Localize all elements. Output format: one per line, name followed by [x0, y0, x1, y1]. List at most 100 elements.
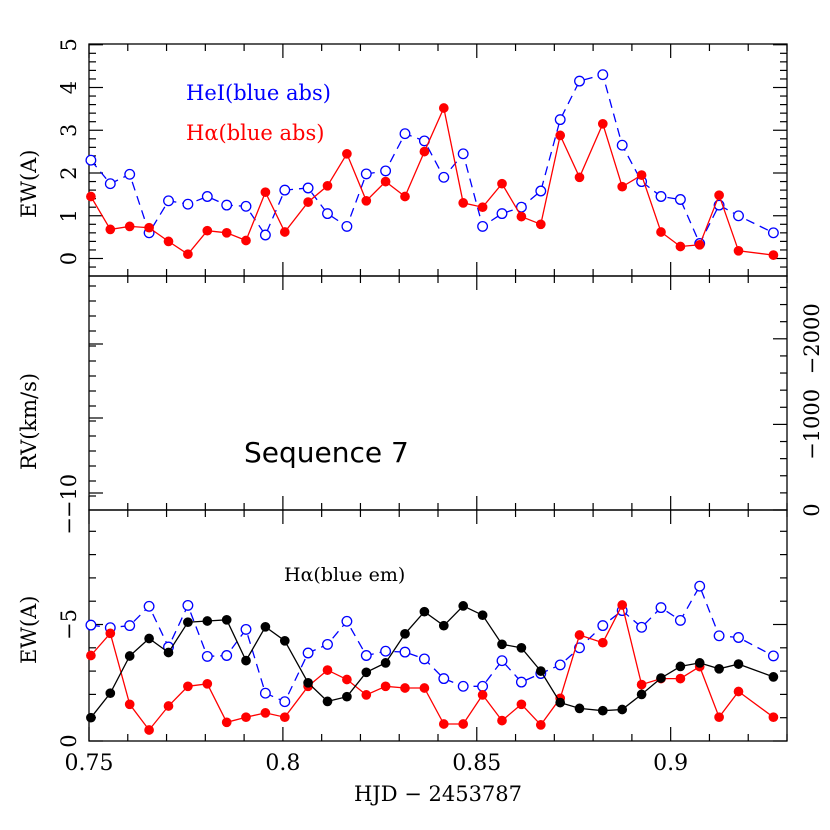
data-point-p0-s0-14 — [360, 168, 372, 180]
data-point-p2-s0-23 — [535, 666, 546, 676]
data-point-p0-s1-28 — [636, 170, 647, 180]
top-ytick-label: 0 — [57, 252, 81, 265]
data-point-p1-s0-5 — [182, 599, 194, 611]
mid-ytick-label-right: 0 — [800, 503, 824, 516]
data-point-p1-s0-26 — [597, 620, 609, 632]
annotation-hei-blue-abs: HeI(blue abs) — [186, 81, 331, 105]
annotation-sequence: Sequence 7 — [244, 436, 409, 469]
data-point-p0-s1-1 — [105, 224, 116, 235]
data-point-p2-s0-3 — [144, 633, 154, 644]
data-point-p0-s1-14 — [361, 195, 372, 206]
data-point-p2-s0-28 — [636, 689, 647, 700]
data-point-p0-s0-16 — [399, 128, 411, 140]
data-point-p2-s0-6 — [202, 616, 213, 626]
data-point-p2-s0-29 — [656, 673, 666, 683]
data-point-p1-s0-8 — [240, 623, 252, 635]
data-point-p1-s0-14 — [360, 650, 372, 661]
data-point-p0-s1-25 — [574, 172, 585, 183]
data-point-p1-s0-25 — [574, 642, 585, 654]
data-point-p1-s0-30 — [674, 614, 686, 626]
data-point-p0-s1-2 — [124, 221, 135, 232]
x-tick-label: 0.85 — [452, 751, 501, 776]
data-point-p2-s0-9 — [260, 621, 271, 632]
series-layer — [85, 69, 779, 735]
top-ylabel: EW(A) — [17, 150, 41, 218]
data-point-p1-s1-26 — [597, 637, 608, 648]
data-point-p0-s0-20 — [477, 220, 489, 232]
x-tick-label: 0.75 — [65, 751, 114, 776]
data-point-p0-s1-10 — [279, 227, 290, 237]
x-tick-label: 0.9 — [653, 751, 688, 776]
data-point-p2-s0-32 — [714, 663, 724, 674]
data-point-p0-s0-21 — [496, 208, 508, 220]
data-point-p1-s0-13 — [341, 615, 353, 627]
data-point-p2-s0-12 — [322, 696, 333, 707]
mid-ytick-label-right: −2000 — [800, 303, 824, 374]
axis-ticks: 0.75 0.8 0.85 0.9 0 1 2 3 4 5 −10 0 −1000 −2000 0 −5 − — [57, 38, 824, 776]
panel-frames — [88, 43, 788, 742]
data-point-p0-s1-0 — [86, 191, 96, 202]
data-point-p0-s1-32 — [714, 190, 724, 201]
data-point-p1-s0-10 — [279, 696, 291, 708]
data-point-p1-s0-9 — [259, 687, 271, 699]
data-point-p1-s1-8 — [241, 712, 251, 723]
bot-ytick-label: 0 — [57, 734, 81, 747]
top-ytick-label: 3 — [57, 124, 81, 137]
data-point-p0-s1-5 — [183, 249, 193, 260]
data-point-p2-s0-15 — [380, 658, 391, 668]
data-point-p1-s1-1 — [105, 628, 116, 639]
data-point-p1-s1-21 — [497, 715, 507, 726]
data-point-p2-s0-24 — [555, 697, 566, 708]
bot-ytick-label: −5 — [57, 609, 81, 640]
data-point-p0-s0-18 — [438, 171, 450, 183]
data-point-p1-s1-5 — [183, 681, 193, 692]
data-point-p1-s0-22 — [515, 676, 527, 688]
data-point-p0-s0-7 — [221, 199, 233, 211]
top-ytick-label: 2 — [57, 166, 81, 179]
data-point-p2-s0-11 — [303, 677, 313, 688]
data-point-p1-s1-6 — [202, 678, 213, 689]
data-point-p1-s1-23 — [535, 720, 546, 730]
data-point-p1-s0-2 — [124, 620, 136, 632]
data-point-p1-s1-30 — [675, 673, 686, 684]
annotation-halpha-blue-em: Hα(blue em) — [284, 564, 405, 586]
data-point-p1-s1-27 — [617, 600, 628, 610]
top-ytick-label: 5 — [57, 38, 81, 51]
data-point-p0-s0-30 — [674, 194, 686, 205]
data-point-p1-s0-17 — [418, 653, 430, 665]
data-point-p1-s0-28 — [636, 621, 648, 633]
data-point-p0-s1-30 — [675, 241, 686, 252]
data-point-p0-s0-19 — [457, 148, 469, 160]
data-point-p0-s1-20 — [477, 202, 488, 213]
data-point-p1-s0-3 — [143, 600, 155, 612]
data-point-p0-s0-26 — [597, 69, 609, 81]
data-point-p1-s0-20 — [477, 680, 489, 692]
data-point-p2-s0-8 — [241, 655, 251, 666]
data-point-p1-s1-18 — [438, 719, 449, 729]
data-point-p0-s1-18 — [438, 103, 449, 113]
data-point-p0-s0-15 — [380, 165, 392, 177]
data-point-p1-s1-34 — [768, 712, 779, 723]
data-point-p2-s0-7 — [221, 614, 232, 625]
data-point-p0-s1-17 — [419, 146, 430, 157]
data-point-p1-s0-7 — [221, 650, 233, 661]
top-ytick-label: 4 — [57, 81, 81, 94]
data-point-p2-s0-5 — [183, 617, 193, 628]
annotation-halpha-blue-abs: Hα(blue abs) — [186, 121, 324, 145]
data-point-p0-s0-5 — [182, 198, 194, 210]
data-point-p0-s1-24 — [555, 130, 566, 141]
data-point-p0-s0-6 — [201, 191, 213, 202]
data-point-p0-s0-13 — [341, 220, 353, 232]
data-point-p0-s1-7 — [221, 227, 232, 238]
data-point-p0-s1-8 — [241, 235, 251, 246]
data-point-p1-s1-25 — [574, 630, 585, 640]
data-point-p1-s0-32 — [713, 630, 725, 642]
data-point-p1-s1-33 — [733, 686, 744, 697]
data-point-p0-s1-4 — [163, 236, 174, 247]
data-point-p0-s0-10 — [279, 184, 291, 196]
data-point-p1-s0-0 — [85, 619, 97, 631]
x-axis-label: HJD − 2453787 — [354, 782, 522, 806]
data-point-p0-s0-2 — [124, 168, 136, 180]
middle-ylabel: RV(km/s) — [17, 373, 41, 470]
